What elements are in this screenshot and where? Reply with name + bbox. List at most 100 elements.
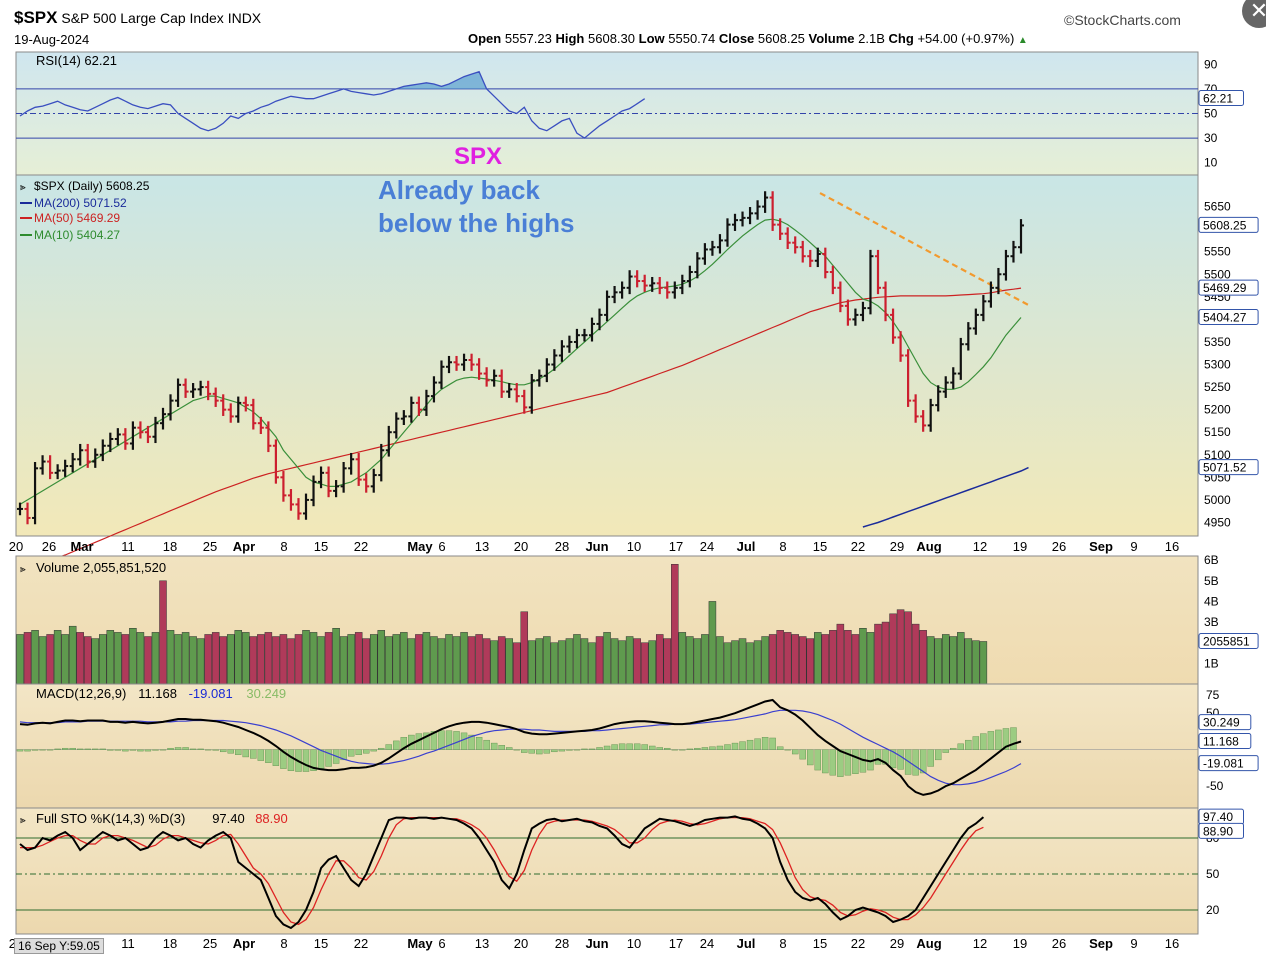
macd-hist-bar <box>686 748 694 750</box>
price-bar <box>24 502 31 525</box>
volume-bar <box>369 634 378 685</box>
macd-hist-bar <box>92 748 99 750</box>
price-bar <box>604 290 611 322</box>
macd-hist-bar <box>468 734 475 750</box>
volume-bar <box>354 632 363 685</box>
price-bar <box>506 383 513 398</box>
rsi-tick-10: 10 <box>1204 156 1218 170</box>
price-tick-5100: 5100 <box>1204 448 1231 462</box>
price-bar <box>453 355 460 371</box>
price-bar <box>844 299 851 326</box>
macd-legend-1: 11.168 <box>138 686 177 701</box>
macd-hist-bar <box>957 743 964 750</box>
x-tick-bottom-21: 15 <box>813 936 827 951</box>
macd-hist-bar <box>814 749 821 771</box>
price-bar <box>446 355 452 374</box>
price-bar <box>897 331 904 362</box>
macd-hist-bar <box>521 749 528 753</box>
price-bar <box>483 367 490 387</box>
close-icon[interactable]: ✕ <box>1242 0 1266 28</box>
x-tick-bottom-16: 10 <box>627 936 641 951</box>
price-bar <box>272 439 279 484</box>
price-bar <box>461 353 468 371</box>
price-last-ma200: 5071.52 <box>1203 461 1247 475</box>
x-tick-bottom-25: 12 <box>973 936 987 951</box>
volume-bar <box>655 634 664 685</box>
close-value: 5608.25 <box>757 31 805 46</box>
price-legend-2: MA(50) 5469.29 <box>34 211 120 225</box>
x-tick-5: 25 <box>203 539 217 554</box>
macd-hist-bar <box>972 736 980 750</box>
price-bar <box>566 335 573 353</box>
price-bar <box>852 308 859 326</box>
macd-hist-bar <box>618 743 626 750</box>
price-last-close: 5608.25 <box>1203 218 1247 232</box>
price-bar <box>129 421 136 450</box>
price-bar <box>739 211 746 227</box>
price-bar <box>287 489 294 511</box>
price-bar <box>295 498 302 520</box>
macd-hist-bar <box>61 747 69 750</box>
volume-bar <box>633 638 641 685</box>
macd-hist-bar <box>483 739 490 750</box>
price-bar <box>551 349 558 371</box>
price-bar <box>589 317 595 342</box>
price-bar <box>649 276 656 292</box>
volume-bar <box>761 636 769 685</box>
macd-hist-bar <box>182 747 189 750</box>
price-bar <box>859 301 866 322</box>
rsi-tick-90: 90 <box>1204 57 1218 71</box>
macd-hist-bar <box>475 737 483 750</box>
volume-bar <box>302 630 310 685</box>
price-bar <box>468 353 475 371</box>
price-bar <box>378 443 385 482</box>
volume-bar <box>866 632 875 685</box>
volume-bar <box>972 640 980 685</box>
low-label: Low <box>638 31 665 46</box>
volume-bar <box>61 634 69 685</box>
price-bar <box>905 349 912 407</box>
macd-hist-bar <box>603 745 611 750</box>
price-bar <box>498 369 505 398</box>
rsi-last-value: 62.21 <box>1203 91 1233 105</box>
x-tick-25: 12 <box>973 539 987 554</box>
price-bar <box>701 243 708 265</box>
rsi-last-value-box <box>1198 89 1244 106</box>
price-bar <box>1002 249 1009 281</box>
macd-hist-bar <box>212 749 219 751</box>
volume-bar <box>979 641 988 685</box>
x-tick-13: 20 <box>514 539 528 554</box>
macd-last-hist-box <box>1198 714 1252 731</box>
volume-bar <box>829 630 837 685</box>
price-bar <box>611 286 618 304</box>
price-bar <box>333 480 340 498</box>
macd-hist-bar <box>543 749 551 754</box>
macd-hist-bar <box>716 745 724 750</box>
macd-hist-bar <box>513 749 520 751</box>
volume-bar <box>753 640 762 685</box>
price-bar <box>686 265 693 288</box>
rsi-line <box>19 70 646 139</box>
macd-hist-bar <box>347 749 355 757</box>
price-bar <box>799 240 806 263</box>
x-tick-bottom-26: 19 <box>1013 936 1027 951</box>
price-bar <box>867 249 874 315</box>
volume-bar <box>272 636 280 685</box>
macd-legend-2: -19.081 <box>189 686 233 701</box>
ma10-line <box>19 218 1022 505</box>
volume-bar <box>46 634 54 685</box>
volume-bar <box>580 638 589 685</box>
volume-bar <box>889 613 897 685</box>
volume-label: Volume <box>808 31 855 46</box>
price-bar <box>543 358 550 383</box>
macd-hist-bar <box>325 749 332 767</box>
x-tick-12: 13 <box>475 539 489 554</box>
macd-hist-bar <box>204 749 212 751</box>
volume-bar <box>23 632 32 685</box>
macd-hist-bar <box>69 747 76 750</box>
price-bar <box>400 410 407 425</box>
price-tick-5650: 5650 <box>1204 200 1231 214</box>
macd-tick--50: -50 <box>1206 779 1224 793</box>
volume-bar <box>896 609 905 685</box>
volume-bar <box>196 638 205 685</box>
